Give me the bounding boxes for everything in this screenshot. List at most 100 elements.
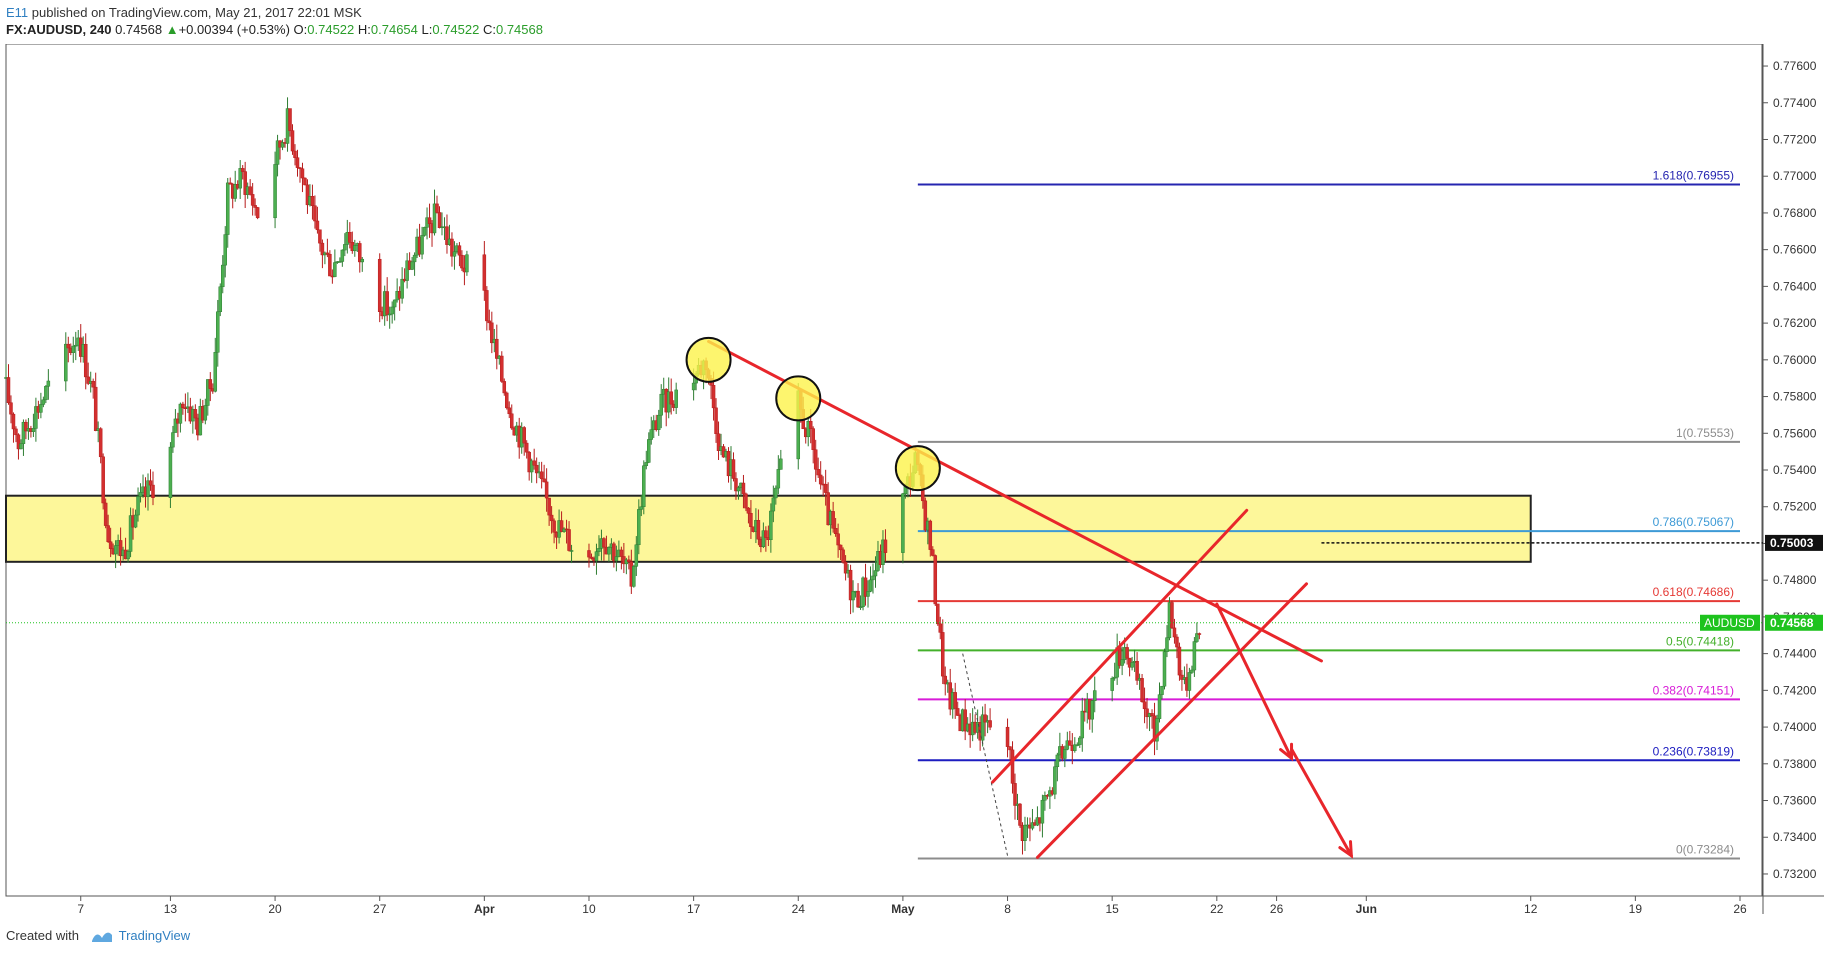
candle-body [427, 217, 432, 224]
x-tick-label: 20 [268, 902, 282, 916]
x-tick-label: 24 [792, 902, 806, 916]
candle-body [450, 238, 454, 257]
candle-body [385, 291, 389, 315]
price-chart[interactable]: 0.77600 0.77400 0.77200 0.77000 0.76800 0.766… [0, 43, 1824, 916]
candle-body [223, 234, 227, 266]
candle-body [233, 184, 237, 199]
candle-body [1197, 633, 1202, 635]
candle-body [1075, 744, 1080, 746]
footer: Created with TradingView [6, 928, 190, 946]
candle-body [602, 538, 606, 548]
x-tick-label: 27 [373, 902, 387, 916]
symbol-label: FX:AUDUSD, 240 [6, 22, 112, 37]
candle-body [44, 386, 48, 401]
author-link[interactable]: E11 [6, 5, 29, 20]
x-tick-label: 17 [687, 902, 701, 916]
created-with-text: Created with [6, 928, 79, 943]
candle-body [552, 520, 556, 533]
candle-body [290, 130, 295, 152]
candle-body [524, 442, 529, 453]
candle-body [24, 421, 28, 432]
chart-area[interactable]: 0.77600 0.77400 0.77200 0.77000 0.76800 0.766… [0, 43, 1824, 921]
y-tick-label: 0.74200 [1773, 683, 1817, 697]
candle-body [774, 487, 778, 499]
candle-body [325, 252, 330, 255]
candle-body [340, 249, 345, 262]
candle-body [544, 481, 549, 499]
candle-body [118, 540, 123, 557]
candle-body [873, 570, 878, 577]
candle-body [983, 714, 987, 723]
open-value: 0.74522 [307, 22, 355, 37]
candle-body [83, 343, 88, 378]
candle-body [933, 555, 938, 605]
candle-body [612, 543, 616, 562]
candle-body [627, 559, 631, 562]
candle-body [390, 306, 394, 315]
candle-body [253, 205, 257, 208]
candle-body [255, 207, 260, 219]
candle-body [980, 714, 985, 741]
candle-body [1092, 690, 1097, 702]
candle-body [86, 376, 90, 384]
candle-body [1195, 633, 1199, 642]
candle-body [741, 482, 746, 495]
candle-body [1135, 661, 1139, 681]
tradingview-link[interactable]: TradingView [118, 928, 191, 943]
candle-body [221, 264, 225, 288]
candle-body [445, 226, 449, 245]
candle-body [669, 391, 673, 405]
candle-body [963, 709, 967, 732]
candle-body [1068, 740, 1072, 746]
candle-body [41, 399, 46, 405]
candle-body [1160, 685, 1164, 695]
candle-body [487, 320, 492, 324]
candle-body [841, 549, 845, 563]
candle-body [851, 591, 855, 601]
low-label: L: [421, 22, 433, 37]
tradingview-logo-icon[interactable] [91, 929, 113, 946]
candle-body [31, 428, 36, 432]
candle-body [656, 414, 661, 430]
candle-body [1142, 701, 1147, 710]
candle-body [931, 549, 935, 556]
candle-body [1125, 647, 1129, 659]
y-tick-label: 0.76800 [1773, 206, 1817, 220]
price-change: +0.00394 (+0.53%) [178, 22, 290, 37]
y-tick-label: 0.73800 [1773, 757, 1817, 771]
candle-body [151, 484, 155, 498]
candle-body [106, 525, 110, 542]
candle-body [333, 262, 337, 277]
projection-arrowhead [1279, 742, 1294, 762]
x-tick-label: 26 [1270, 902, 1284, 916]
candle-body [659, 393, 663, 416]
candle-body [1010, 749, 1015, 784]
candle-body [597, 548, 601, 552]
candle-body [1120, 659, 1124, 666]
candle-body [1140, 678, 1144, 702]
candle-body [21, 421, 26, 444]
candle-body [420, 235, 424, 255]
high-label: H: [357, 22, 371, 37]
candle-body [637, 509, 641, 546]
candle-body [594, 551, 599, 561]
trend-line [1290, 747, 1353, 858]
fib-level-label: 0.5(0.74418) [1666, 634, 1734, 648]
candle-body [1013, 783, 1017, 806]
candle-body [495, 338, 499, 359]
candle-body [213, 352, 218, 392]
candle-body [203, 405, 208, 421]
candle-body [843, 562, 848, 574]
candle-body [490, 322, 494, 344]
candle-body [485, 290, 489, 322]
last-price-label: 0.74568 [1770, 616, 1814, 630]
candle-body [632, 566, 636, 587]
symbol-tag [1700, 614, 1760, 631]
candle-body [522, 427, 526, 444]
plot-frame [5, 43, 1763, 897]
candle-body [569, 550, 574, 552]
fib-level-label: 0.786(0.75067) [1653, 515, 1734, 529]
candle-body [343, 244, 347, 251]
candle-body [607, 547, 611, 555]
candle-body [711, 385, 716, 409]
